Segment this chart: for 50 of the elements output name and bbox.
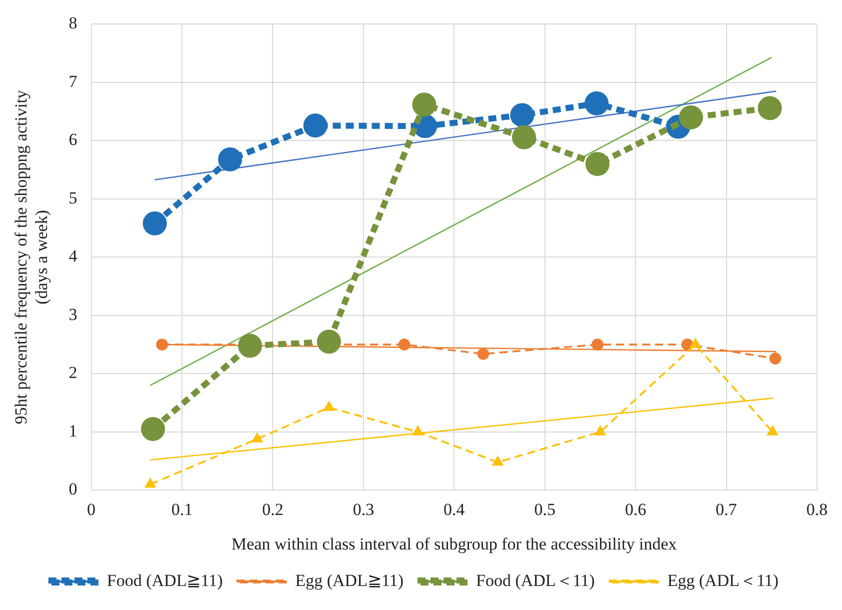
point	[690, 338, 701, 348]
y-tick-label: 7	[68, 72, 78, 91]
point	[477, 348, 490, 360]
legend-label: Food (ADL＜11)	[476, 570, 595, 590]
y-tick-label: 6	[68, 130, 78, 150]
x-tick-label: 0.4	[444, 500, 466, 519]
point	[303, 114, 328, 138]
point	[510, 103, 534, 128]
point	[218, 147, 242, 172]
x-tick-label: 0.2	[262, 500, 284, 519]
point	[238, 334, 262, 358]
x-tick-label: 0	[87, 500, 96, 519]
point	[412, 92, 436, 117]
point	[594, 426, 606, 436]
x-tick-label: 0.8	[806, 500, 828, 519]
point	[678, 105, 703, 130]
point	[324, 402, 334, 411]
legend-label: Food (ADL≧11)	[106, 570, 223, 590]
point	[584, 91, 609, 116]
point	[156, 338, 168, 350]
y-tick-label: 2	[68, 363, 78, 382]
point	[767, 426, 778, 436]
legend-label: Egg (ADL≧11)	[295, 570, 404, 590]
y-tick-label: 1	[68, 421, 78, 440]
point	[140, 417, 165, 442]
y-tick-label: 0	[68, 480, 78, 499]
point	[412, 426, 424, 436]
point	[252, 433, 263, 442]
x-tick-label: 0.3	[352, 500, 374, 519]
y-tick-label: 5	[68, 188, 78, 208]
point	[142, 211, 167, 236]
point	[398, 338, 410, 350]
point	[512, 125, 536, 150]
point	[492, 456, 503, 466]
legend-label: Egg (ADL＜11)	[667, 570, 779, 590]
y-axis-title: 95ht percentile frequency of the shoppng activity (days a week)	[12, 90, 52, 424]
x-tick-label: 0.1	[171, 500, 193, 519]
y-tick-label: 8	[68, 14, 78, 33]
point	[592, 338, 604, 350]
point	[145, 478, 156, 488]
point	[585, 152, 610, 176]
y-tick-label: 3	[68, 304, 78, 324]
x-axis-title: Mean within class interval of subgroup for the accessibility index	[232, 534, 678, 554]
point	[316, 330, 341, 354]
x-tick-label: 0.5	[534, 500, 556, 519]
x-tick-label: 0.6	[624, 500, 646, 519]
x-tick-label: 0.7	[716, 500, 738, 519]
y-tick-label: 4	[68, 246, 78, 266]
point	[758, 96, 782, 120]
point	[769, 352, 782, 364]
